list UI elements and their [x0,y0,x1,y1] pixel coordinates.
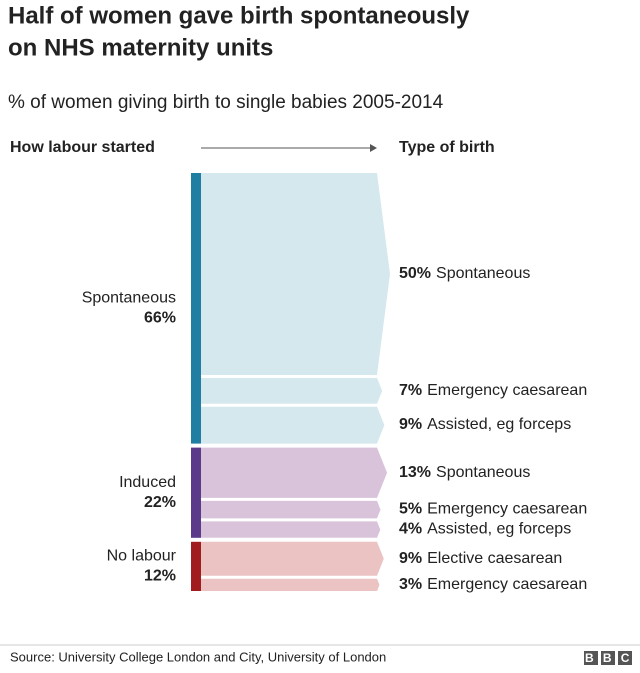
flow-band [201,378,383,404]
outcome-value: 5% [399,501,422,518]
outcome-name: Assisted, eg forceps [427,521,571,538]
outcome-name: Emergency caesarean [427,576,587,593]
flow-band [201,578,380,591]
outcome-label: 50% Spontaneous [399,265,530,282]
outcome-name: Spontaneous [436,265,530,282]
flow-band [201,406,385,444]
header-arrow-head [370,144,377,152]
logo: BBC [585,651,639,665]
left-header: How labour started [10,139,155,156]
group-value: 66% [144,310,176,327]
chart-title: Half of women gave birth spontaneously [8,2,470,29]
outcome-label: 5% Emergency caesarean [399,501,587,518]
outcome-value: 9% [399,416,422,433]
group-label: No labour [107,548,177,565]
flow-band [201,173,390,375]
outcome-label: 3% Emergency caesarean [399,576,587,593]
outcome-label: 9% Elective caesarean [399,550,562,567]
flow-band [201,541,384,576]
outcome-value: 13% [399,464,431,481]
logo-box [584,651,598,665]
outcome-label: 7% Emergency caesarean [399,382,587,399]
outcome-name: Emergency caesarean [427,501,587,518]
source-bar [191,541,201,591]
group-value: 22% [144,494,176,511]
group-label: Induced [119,474,176,491]
logo-box [601,651,615,665]
outcome-name: Emergency caesarean [427,382,587,399]
outcome-label: 9% Assisted, eg forceps [399,416,571,433]
outcome-name: Elective caesarean [427,550,562,567]
chart-title: on NHS maternity units [8,34,273,61]
outcome-label: 13% Spontaneous [399,464,530,481]
outcome-name: Assisted, eg forceps [427,416,571,433]
flow-band [201,521,381,538]
right-header: Type of birth [399,139,495,156]
source: Source: University College London and Ci… [10,649,386,664]
source-bar [191,173,201,444]
source-bar [191,447,201,538]
outcome-value: 7% [399,382,422,399]
group-label: Spontaneous [82,290,176,307]
logo-box [618,651,632,665]
group-value: 12% [144,568,176,585]
chart-subtitle: % of women giving birth to single babies… [8,92,444,113]
outcome-name: Spontaneous [436,464,530,481]
outcome-label: 4% Assisted, eg forceps [399,521,571,538]
flow-band [201,500,381,519]
outcome-value: 50% [399,265,431,282]
outcome-value: 4% [399,521,422,538]
outcome-value: 3% [399,576,422,593]
outcome-value: 9% [399,550,422,567]
flow-band [201,447,388,498]
